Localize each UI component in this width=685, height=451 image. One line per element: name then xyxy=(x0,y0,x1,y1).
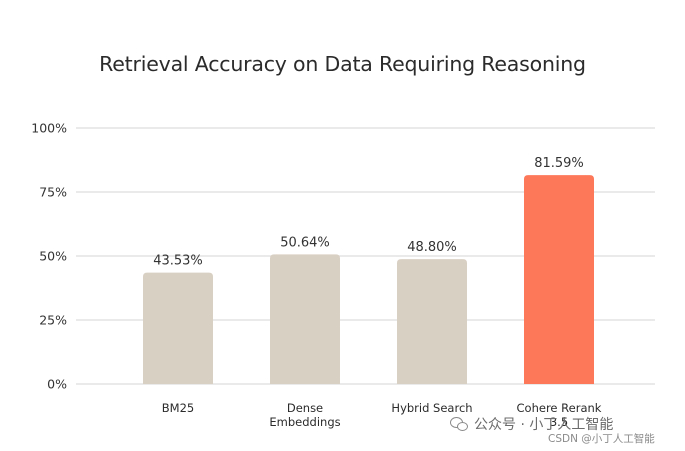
y-tick-label: 25% xyxy=(39,313,67,328)
data-label: 81.59% xyxy=(534,156,584,171)
x-tick-label: Embeddings xyxy=(269,415,340,429)
data-label: 43.53% xyxy=(153,254,203,269)
bar xyxy=(143,272,213,384)
chart-title: Retrieval Accuracy on Data Requiring Rea… xyxy=(99,52,586,76)
y-tick-label: 75% xyxy=(39,185,67,200)
watermark: 公众号 · 小丁人工智能 xyxy=(450,414,613,434)
x-tick-label: Dense xyxy=(287,401,323,415)
bar xyxy=(270,254,340,384)
y-tick-label: 50% xyxy=(39,249,67,264)
bar xyxy=(524,175,594,384)
x-tick-label: Cohere Rerank xyxy=(517,401,602,415)
bars xyxy=(143,175,594,384)
bar xyxy=(397,259,467,384)
x-tick-label: BM25 xyxy=(162,401,194,415)
watermark-csdn: CSDN @小丁人工智能 xyxy=(548,433,655,445)
y-tick-label: 100% xyxy=(31,121,67,136)
chat-bubble-icon xyxy=(450,417,468,431)
data-label: 48.80% xyxy=(407,240,457,255)
labels: 0% 25% 50% 75% 100% 43.53% BM25 50.64% DenseEmbe… xyxy=(31,121,602,430)
x-tick-label: Hybrid Search xyxy=(391,401,472,415)
y-tick-label: 0% xyxy=(47,377,67,392)
watermark-text: 公众号 · 小丁人工智能 xyxy=(474,417,614,433)
x-tick-label: 3.5 xyxy=(550,415,568,429)
data-label: 50.64% xyxy=(280,235,330,250)
